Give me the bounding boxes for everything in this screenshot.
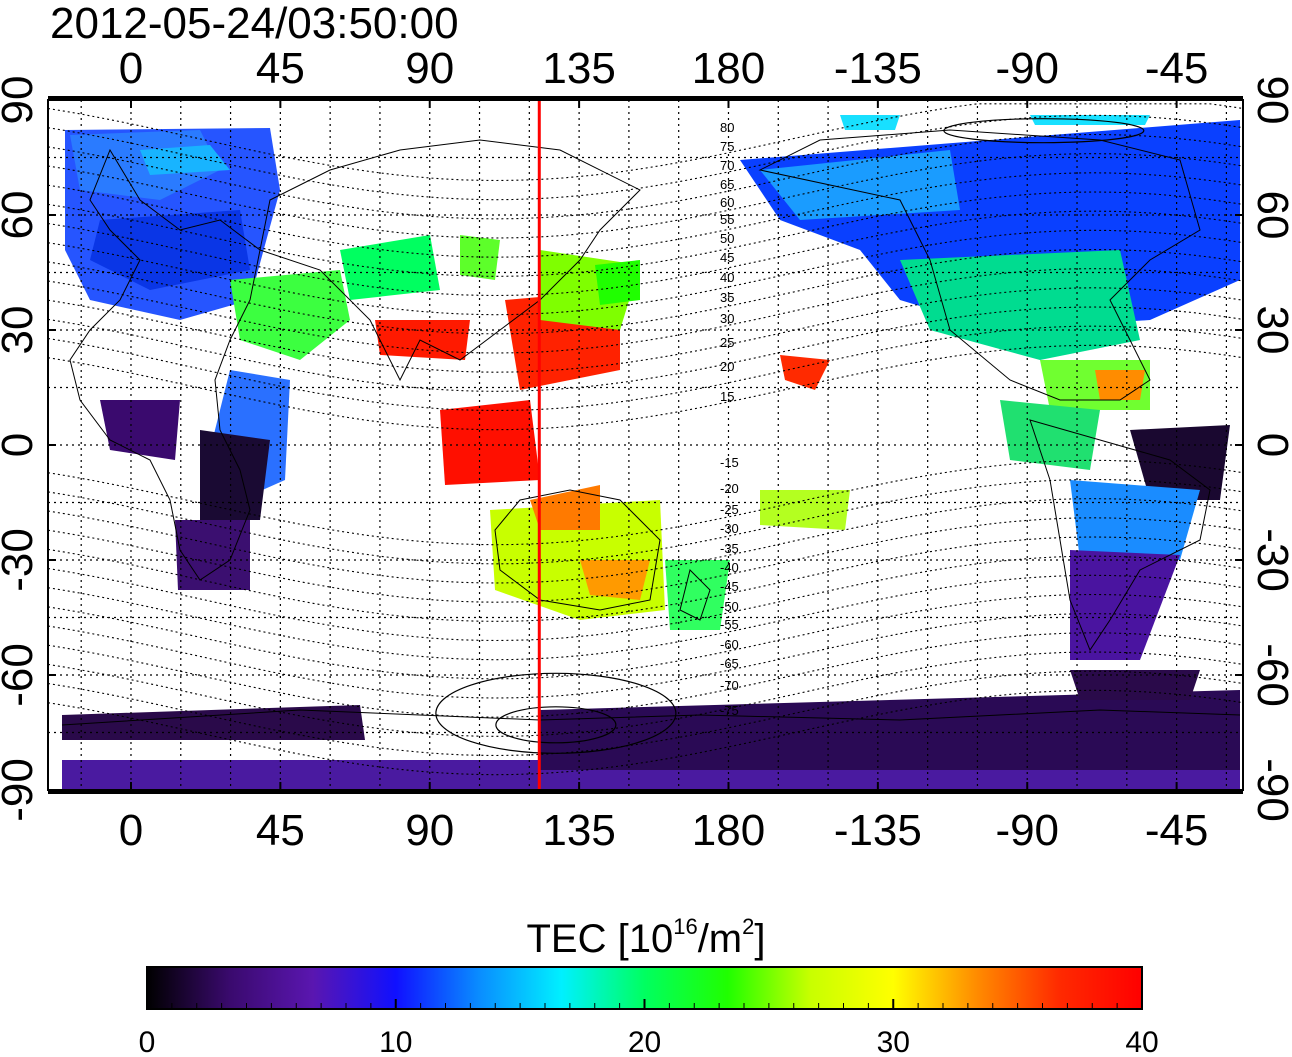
contour-label: 65 (720, 177, 734, 192)
top-frame-bar (48, 96, 1243, 100)
longitude-tick-label: 180 (692, 806, 765, 855)
contour-label: 75 (720, 139, 734, 154)
latitude-tick-label-left: 30 (0, 306, 42, 355)
contour-label: -15 (720, 455, 739, 470)
colorbar-title: TEC [1016/m2] (0, 905, 1292, 961)
latitude-tick-label-left: -30 (0, 528, 42, 592)
contour-label: -45 (720, 579, 739, 594)
latitude-tick-label-left: 90 (0, 76, 42, 125)
bottom-frame-bar (48, 790, 1243, 794)
colorbar-title-suffix: ] (754, 917, 766, 961)
contour-label: -70 (720, 678, 739, 693)
latitude-tick-label-right: 0 (1248, 433, 1292, 457)
colorbar-title-prefix: TEC [10 (526, 917, 674, 961)
contour-label: -55 (720, 617, 739, 632)
contour-label: -25 (720, 502, 739, 517)
contour-line (48, 613, 1243, 699)
colorbar-tick-label: 0 (139, 1026, 156, 1057)
latitude-tick-label-left: 0 (0, 433, 42, 457)
coastlines (61, 129, 1241, 726)
latitude-tick-label-right: -90 (1248, 758, 1292, 822)
contour-label: -60 (720, 637, 739, 652)
contour-label: -35 (720, 541, 739, 556)
colorbar-ticks: 0 10 20 30 40 (139, 999, 1159, 1057)
colorbar-tick-label: 20 (628, 1026, 661, 1057)
contour-label: 80 (720, 120, 734, 135)
contour-labels: 80 75 70 65 60 55 50 45 40 35 30 25 20 15 -15 -20 -25 -30… (720, 120, 739, 718)
contour-label: 35 (720, 290, 734, 305)
contour-label: 45 (720, 250, 734, 265)
contour-label: 20 (720, 359, 734, 374)
contour-label: 15 (720, 389, 734, 404)
latitude-tick-label-left: 60 (0, 191, 42, 240)
contour-label: 70 (720, 158, 734, 173)
south-pole-contour (435, 672, 677, 754)
latitude-tick-label-right: -30 (1248, 528, 1292, 592)
longitude-tick-label: -135 (834, 44, 922, 93)
map-gridlines (48, 100, 1243, 790)
latitude-tick-label-right: -60 (1248, 643, 1292, 707)
top-longitude-axis: 0 45 90 135 180 -135 -90 -45 (119, 44, 1209, 108)
longitude-tick-label: 45 (256, 806, 305, 855)
tec-data-layer (62, 115, 1240, 790)
latitude-tick-label-right: 30 (1248, 306, 1292, 355)
contour-label: -65 (720, 656, 739, 671)
left-latitude-axis: 90 60 30 0 -30 -60 -90 (0, 76, 56, 822)
contour-label: -30 (720, 521, 739, 536)
longitude-tick-label: -90 (995, 806, 1059, 855)
latitude-tick-label-left: -60 (0, 643, 42, 707)
contour-label: 25 (720, 335, 734, 350)
contour-label: 40 (720, 270, 734, 285)
timestamp-title: 2012-05-24/03:50:00 (50, 0, 459, 48)
longitude-tick-label: 135 (542, 44, 615, 93)
colorbar-tick-label: 40 (1125, 1026, 1158, 1057)
longitude-tick-label: 180 (692, 44, 765, 93)
longitude-tick-label: 45 (256, 44, 305, 93)
longitude-tick-label: -45 (1145, 44, 1209, 93)
south-pole-contour (495, 706, 617, 744)
bottom-longitude-axis: 0 45 90 135 180 -135 -90 -45 (119, 782, 1209, 855)
colorbar-tick-label: 10 (379, 1026, 412, 1057)
colorbar-tick-label: 30 (877, 1026, 910, 1057)
contour-label: 60 (720, 195, 734, 210)
longitude-tick-label: -135 (834, 806, 922, 855)
contour-label: 30 (720, 311, 734, 326)
contour-label: 50 (720, 231, 734, 246)
contour-label: 55 (720, 212, 734, 227)
longitude-tick-label: 0 (119, 44, 143, 93)
latitude-tick-label-right: 60 (1248, 191, 1292, 240)
contour-label: -40 (720, 560, 739, 575)
colorbar-title-unit-exponent: 2 (742, 914, 755, 939)
colorbar-title-unit: /m (697, 917, 743, 961)
colorbar-title-exponent: 16 (673, 914, 698, 939)
longitude-tick-label: 90 (405, 44, 454, 93)
longitude-tick-label: 0 (119, 806, 143, 855)
latitude-tick-label-left: -90 (0, 758, 42, 822)
contour-label: -75 (720, 703, 739, 718)
right-latitude-axis: 90 60 30 0 -30 -60 -90 (1235, 76, 1292, 822)
longitude-tick-label: -90 (995, 44, 1059, 93)
contour-label: -50 (720, 599, 739, 614)
contour-label: -20 (720, 481, 739, 496)
longitude-tick-label: 135 (542, 806, 615, 855)
longitude-tick-label: -45 (1145, 806, 1209, 855)
longitude-tick-label: 90 (405, 806, 454, 855)
latitude-tick-label-right: 90 (1248, 76, 1292, 125)
